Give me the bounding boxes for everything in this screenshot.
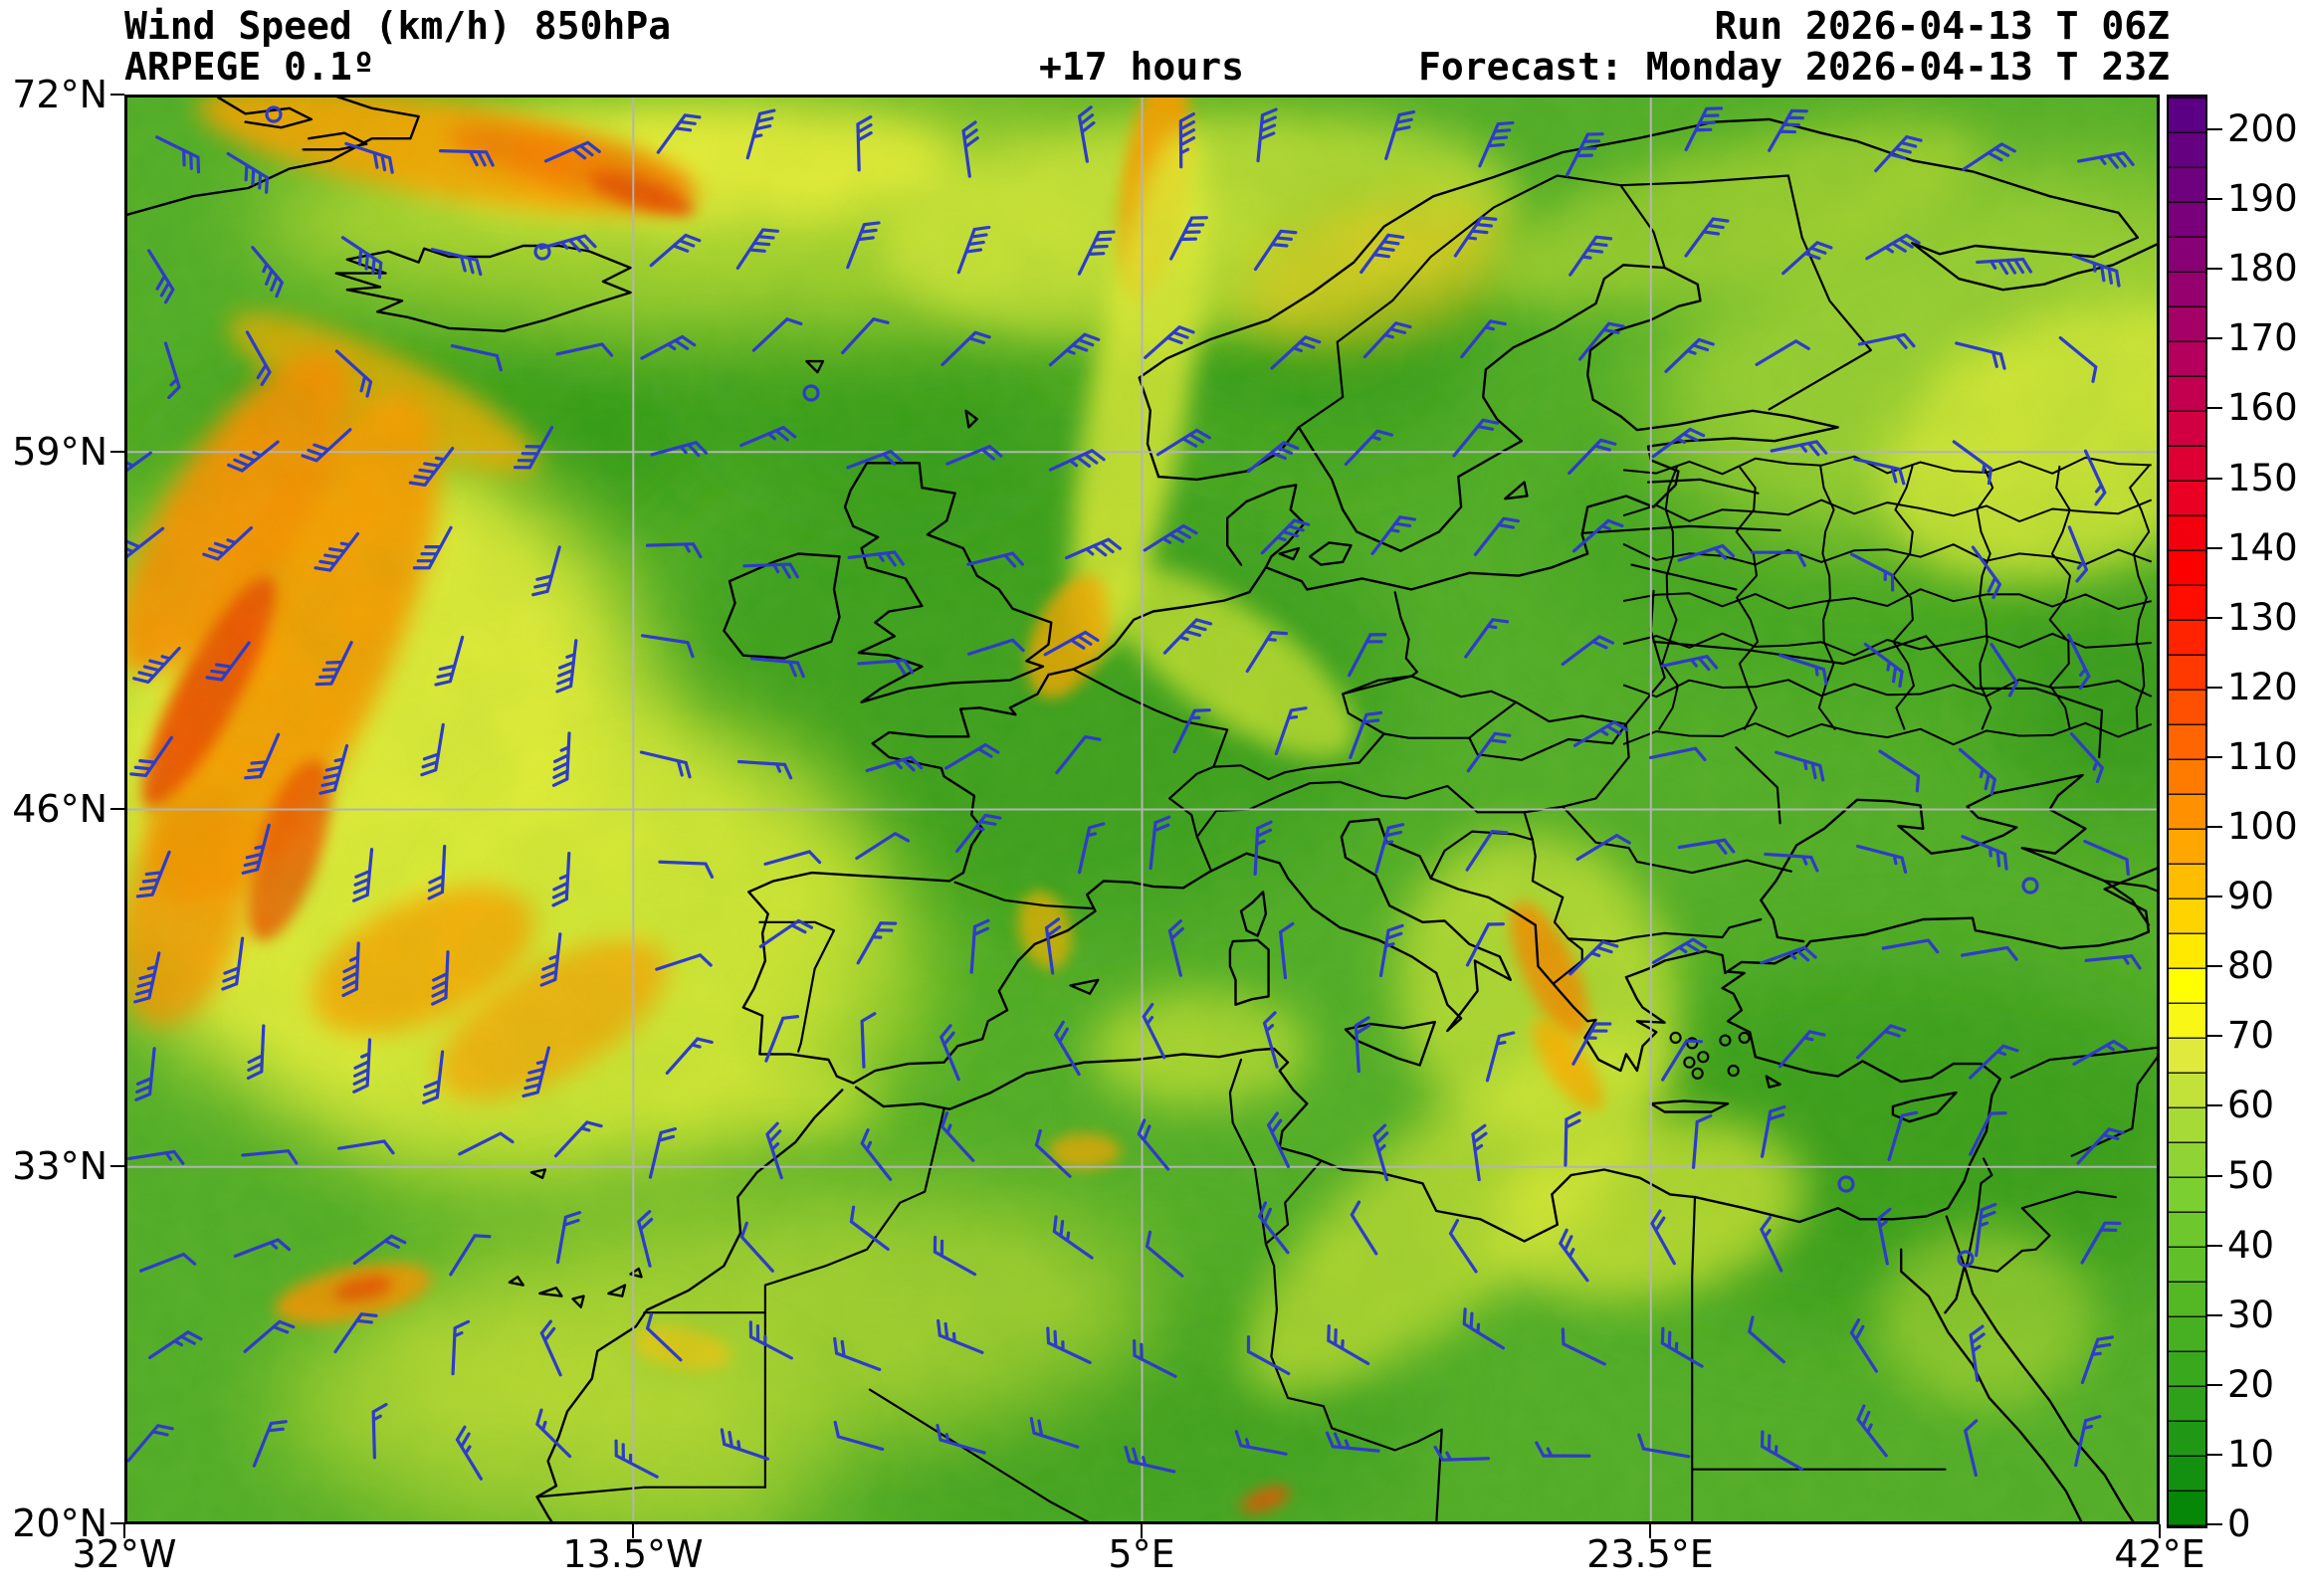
model-subtitle: ARPEGE 0.1º: [124, 45, 375, 89]
colorbar-tick-mark: [2205, 407, 2222, 410]
colorbar-tick-mark: [2205, 1453, 2222, 1456]
colorbar-tick-label: 100: [2227, 805, 2298, 849]
colorbar-tick-mark: [2205, 896, 2222, 898]
colorbar-tick-label: 30: [2227, 1293, 2275, 1336]
lon-tick-mark: [123, 1524, 125, 1538]
colorbar-tick-label: 70: [2227, 1014, 2275, 1058]
lat-tick-label: 33°N: [12, 1144, 107, 1188]
lon-tick-mark: [1649, 1524, 1651, 1538]
colorbar-tick-mark: [2205, 1174, 2222, 1177]
colorbar-tick-mark: [2205, 1104, 2222, 1107]
colorbar-segment-lines: [2169, 97, 2205, 1526]
colorbar-tick-label: 0: [2227, 1502, 2251, 1545]
colorbar-tick-mark: [2205, 337, 2222, 340]
lat-tick-label: 20°N: [12, 1501, 107, 1545]
lead-time-label: +17 hours: [1039, 45, 1244, 89]
lon-tick-mark: [2159, 1524, 2161, 1538]
colorbar-tick-label: 50: [2227, 1153, 2275, 1197]
colorbar-tick-mark: [2205, 826, 2222, 829]
valid-time-label: Forecast: Monday 2026-04-13 T 23Z: [1418, 45, 2170, 89]
colorbar-tick-label: 170: [2227, 316, 2298, 360]
colorbar-tick-label: 140: [2227, 525, 2298, 569]
colorbar-tick-mark: [2205, 1244, 2222, 1247]
colorbar-tick-mark: [2205, 686, 2222, 689]
lon-tick-label: 5°E: [1108, 1532, 1175, 1576]
lat-tick-mark: [110, 1165, 124, 1167]
colorbar-tick-mark: [2205, 1523, 2222, 1525]
colorbar-tick-mark: [2205, 546, 2222, 549]
colorbar-tick-label: 190: [2227, 177, 2298, 221]
colorbar-tick-label: 10: [2227, 1432, 2275, 1476]
lat-tick-label: 72°N: [12, 73, 107, 116]
colorbar-tick-label: 60: [2227, 1084, 2275, 1127]
colorbar-tick-label: 150: [2227, 456, 2298, 499]
colorbar-tick-mark: [2205, 128, 2222, 131]
colorbar-tick-label: 90: [2227, 875, 2275, 918]
colorbar: [2167, 95, 2207, 1528]
lat-tick-mark: [110, 808, 124, 810]
colorbar-tick-label: 110: [2227, 734, 2298, 778]
colorbar-tick-label: 80: [2227, 944, 2275, 988]
run-label: Run 2026-04-13 T 06Z: [1714, 4, 2170, 48]
lat-tick-mark: [110, 1522, 124, 1524]
colorbar-tick-label: 130: [2227, 595, 2298, 639]
colorbar-tick-label: 160: [2227, 386, 2298, 430]
colorbar-tick-label: 200: [2227, 107, 2298, 151]
lon-tick-label: 42°E: [2114, 1532, 2205, 1576]
colorbar-tick-mark: [2205, 198, 2222, 201]
colorbar-tick-label: 120: [2227, 665, 2298, 708]
lon-tick-mark: [1141, 1524, 1143, 1538]
colorbar-tick-mark: [2205, 965, 2222, 968]
colorbar-tick-mark: [2205, 477, 2222, 480]
colorbar-tick-label: 40: [2227, 1223, 2275, 1267]
colorbar-tick-mark: [2205, 616, 2222, 619]
lon-tick-mark: [632, 1524, 634, 1538]
colorbar-tick-mark: [2205, 755, 2222, 758]
lat-tick-mark: [110, 451, 124, 453]
lon-tick-label: 32°W: [72, 1532, 177, 1576]
lon-tick-label: 13.5°W: [562, 1532, 704, 1576]
colorbar-tick-mark: [2205, 1383, 2222, 1386]
lon-tick-label: 23.5°E: [1586, 1532, 1714, 1576]
lat-tick-label: 59°N: [12, 430, 107, 474]
colorbar-tick-mark: [2205, 268, 2222, 271]
lat-tick-mark: [110, 94, 124, 96]
page-title: Wind Speed (km/h) 850hPa: [124, 4, 672, 48]
colorbar-tick-mark: [2205, 1035, 2222, 1038]
colorbar-tick-mark: [2205, 1313, 2222, 1316]
colorbar-tick-label: 20: [2227, 1362, 2275, 1406]
wind-speed-map: [124, 95, 2160, 1524]
lat-tick-label: 46°N: [12, 787, 107, 831]
colorbar-tick-label: 180: [2227, 247, 2298, 291]
